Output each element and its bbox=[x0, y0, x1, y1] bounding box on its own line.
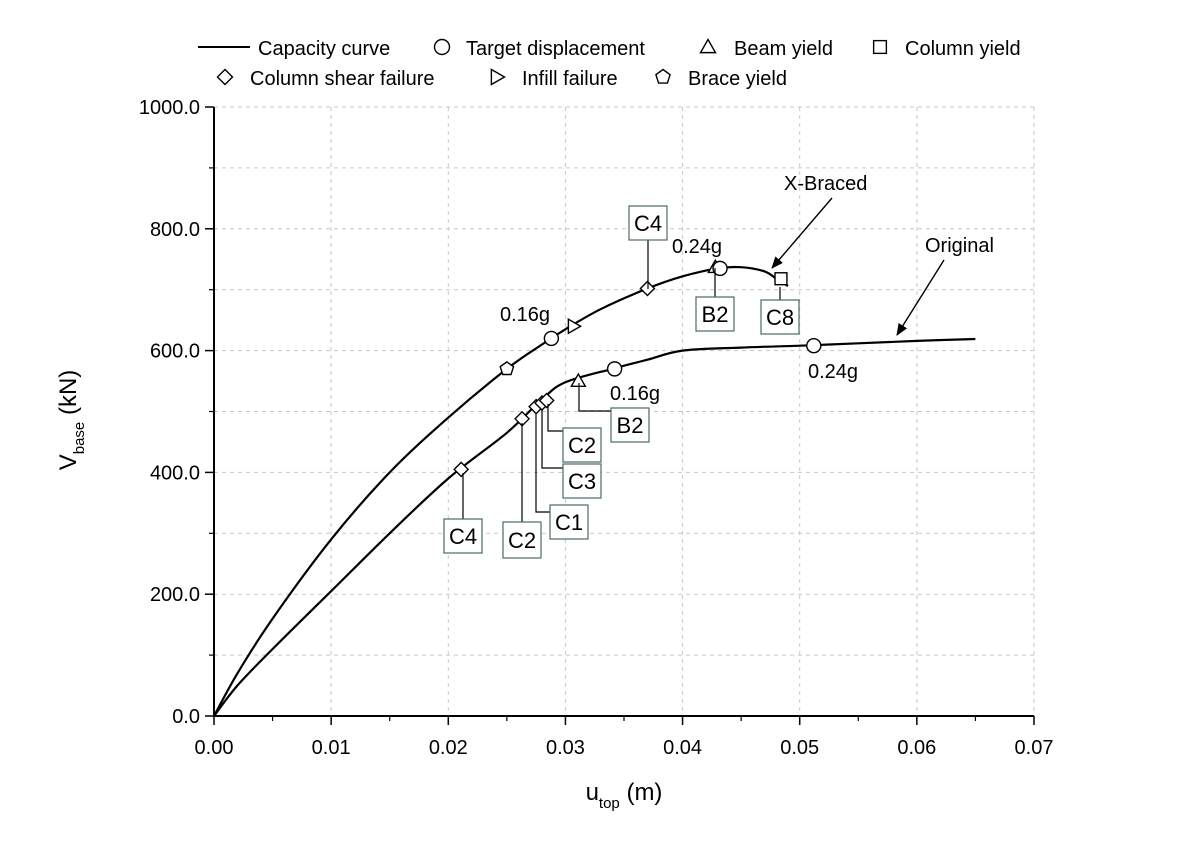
event-markers bbox=[453, 258, 822, 478]
legend-beam-yield-swatch bbox=[699, 38, 717, 54]
annotation-0-24g-label: 0.24g bbox=[672, 236, 722, 258]
legend-infill-failure-label: Infill failure bbox=[522, 68, 618, 90]
x-tick-label: 0.07 bbox=[1015, 737, 1054, 759]
annotation-c3-label: C3 bbox=[568, 469, 596, 494]
y-tick-label: 1000.0 bbox=[139, 97, 200, 119]
annotation-b2-box bbox=[610, 407, 650, 443]
original-triangle-up-marker bbox=[570, 372, 587, 387]
grid-lines bbox=[214, 106, 1035, 716]
annotation-c1-leader bbox=[535, 414, 550, 513]
annotation-original-label: Original bbox=[925, 235, 994, 257]
y-tick-label: 800.0 bbox=[150, 219, 200, 241]
legend-column-shear-failure-label: Column shear failure bbox=[250, 68, 435, 90]
x-tick-label: 0.02 bbox=[429, 737, 468, 759]
x-axis-label-main: u bbox=[586, 779, 599, 806]
original-circle-marker bbox=[806, 338, 822, 354]
annotation-c2-box bbox=[502, 521, 542, 559]
curve-x-braced bbox=[213, 265, 789, 717]
x-axis-label-sub: top bbox=[599, 795, 620, 812]
x-braced-triangle-right-marker bbox=[567, 318, 583, 335]
x-tick-label: 0.01 bbox=[312, 737, 351, 759]
annotation-c8-label: C8 bbox=[766, 305, 794, 330]
y-axis-label-unit: (kN) bbox=[55, 370, 82, 422]
annotation-c4-box bbox=[443, 518, 483, 554]
x-tick-label: 0.00 bbox=[195, 737, 234, 759]
original-diamond-marker bbox=[538, 392, 555, 409]
axes: 0.00 0.01 0.02 0.03 0.04 0.05 0.06 0.07 0.0 200.0… bbox=[139, 97, 1054, 759]
legend-column-yield-label: Column yield bbox=[905, 38, 1021, 60]
annotation-c3-leader bbox=[541, 409, 563, 469]
x-braced-square-marker bbox=[774, 272, 788, 286]
legend-brace-yield-label: Brace yield bbox=[688, 68, 787, 90]
legend-capacity-curve-label: Capacity curve bbox=[258, 38, 390, 60]
y-tick-label: 0.0 bbox=[172, 706, 200, 728]
annotation-b2-leader bbox=[578, 383, 611, 412]
annotation-0-16g-label: 0.16g bbox=[500, 304, 550, 326]
annotation-b2-box bbox=[695, 296, 735, 332]
annotation-c4-box bbox=[628, 205, 668, 241]
legend-target-displacement-swatch bbox=[433, 38, 451, 56]
annotation-x-braced-arrow bbox=[771, 197, 833, 269]
legend-beam-yield-label: Beam yield bbox=[734, 38, 833, 60]
x-axis-label-unit: (m) bbox=[620, 779, 663, 806]
annotation-c2-leader bbox=[547, 404, 563, 432]
annotation-c1-box bbox=[549, 504, 589, 540]
legend: Capacity curve Target displacement Beam yi… bbox=[198, 38, 1021, 90]
x-axis-label: utop (m) bbox=[586, 779, 663, 812]
y-axis-label-main: V bbox=[55, 454, 82, 470]
axis-labels: utop (m) Vbase (kN) bbox=[55, 370, 662, 812]
annotation-c3-box bbox=[562, 463, 602, 499]
annotation-c4-label: C4 bbox=[449, 524, 477, 549]
annotation-0-16g-label: 0.16g bbox=[610, 383, 660, 405]
x-tick-label: 0.03 bbox=[546, 737, 585, 759]
x-braced-pentagon-marker bbox=[499, 361, 515, 376]
annotation-b2-label: B2 bbox=[702, 302, 729, 327]
curve-original bbox=[213, 337, 976, 717]
annotation-original-arrow bbox=[896, 259, 945, 336]
annotation-c8-box bbox=[760, 299, 800, 335]
y-tick-label: 400.0 bbox=[150, 462, 200, 484]
annotation-c2-box bbox=[562, 427, 602, 463]
legend-column-shear-failure-swatch bbox=[216, 68, 234, 86]
annotation-x-braced-label: X-Braced bbox=[784, 173, 867, 195]
annotation-0-24g-label: 0.24g bbox=[808, 361, 858, 383]
y-axis-label: Vbase (kN) bbox=[55, 370, 88, 471]
annotation-c2-label: C2 bbox=[508, 528, 536, 553]
annotation-b2-label: B2 bbox=[617, 413, 644, 438]
annotation-c2-label: C2 bbox=[568, 433, 596, 458]
legend-brace-yield-swatch bbox=[655, 68, 671, 84]
annotations: 0.16g 0.24g 0.16g 0.24g X-Braced Original C4 B2… bbox=[443, 173, 994, 559]
legend-column-yield-swatch bbox=[872, 39, 888, 55]
x-tick-label: 0.05 bbox=[780, 737, 819, 759]
annotation-c4-label: C4 bbox=[634, 211, 662, 236]
original-circle-marker bbox=[606, 361, 623, 377]
x-tick-label: 0.04 bbox=[663, 737, 702, 759]
x-braced-circle-marker bbox=[712, 260, 728, 277]
annotation-c1-label: C1 bbox=[555, 510, 583, 535]
legend-infill-failure-swatch bbox=[490, 68, 506, 86]
legend-target-displacement-label: Target displacement bbox=[466, 38, 645, 60]
y-axis-label-sub: base bbox=[71, 422, 88, 455]
x-braced-circle-marker bbox=[543, 330, 560, 347]
original-diamond-marker bbox=[453, 461, 470, 478]
x-tick-label: 0.06 bbox=[897, 737, 936, 759]
y-tick-label: 600.0 bbox=[150, 341, 200, 363]
y-tick-label: 200.0 bbox=[150, 584, 200, 606]
